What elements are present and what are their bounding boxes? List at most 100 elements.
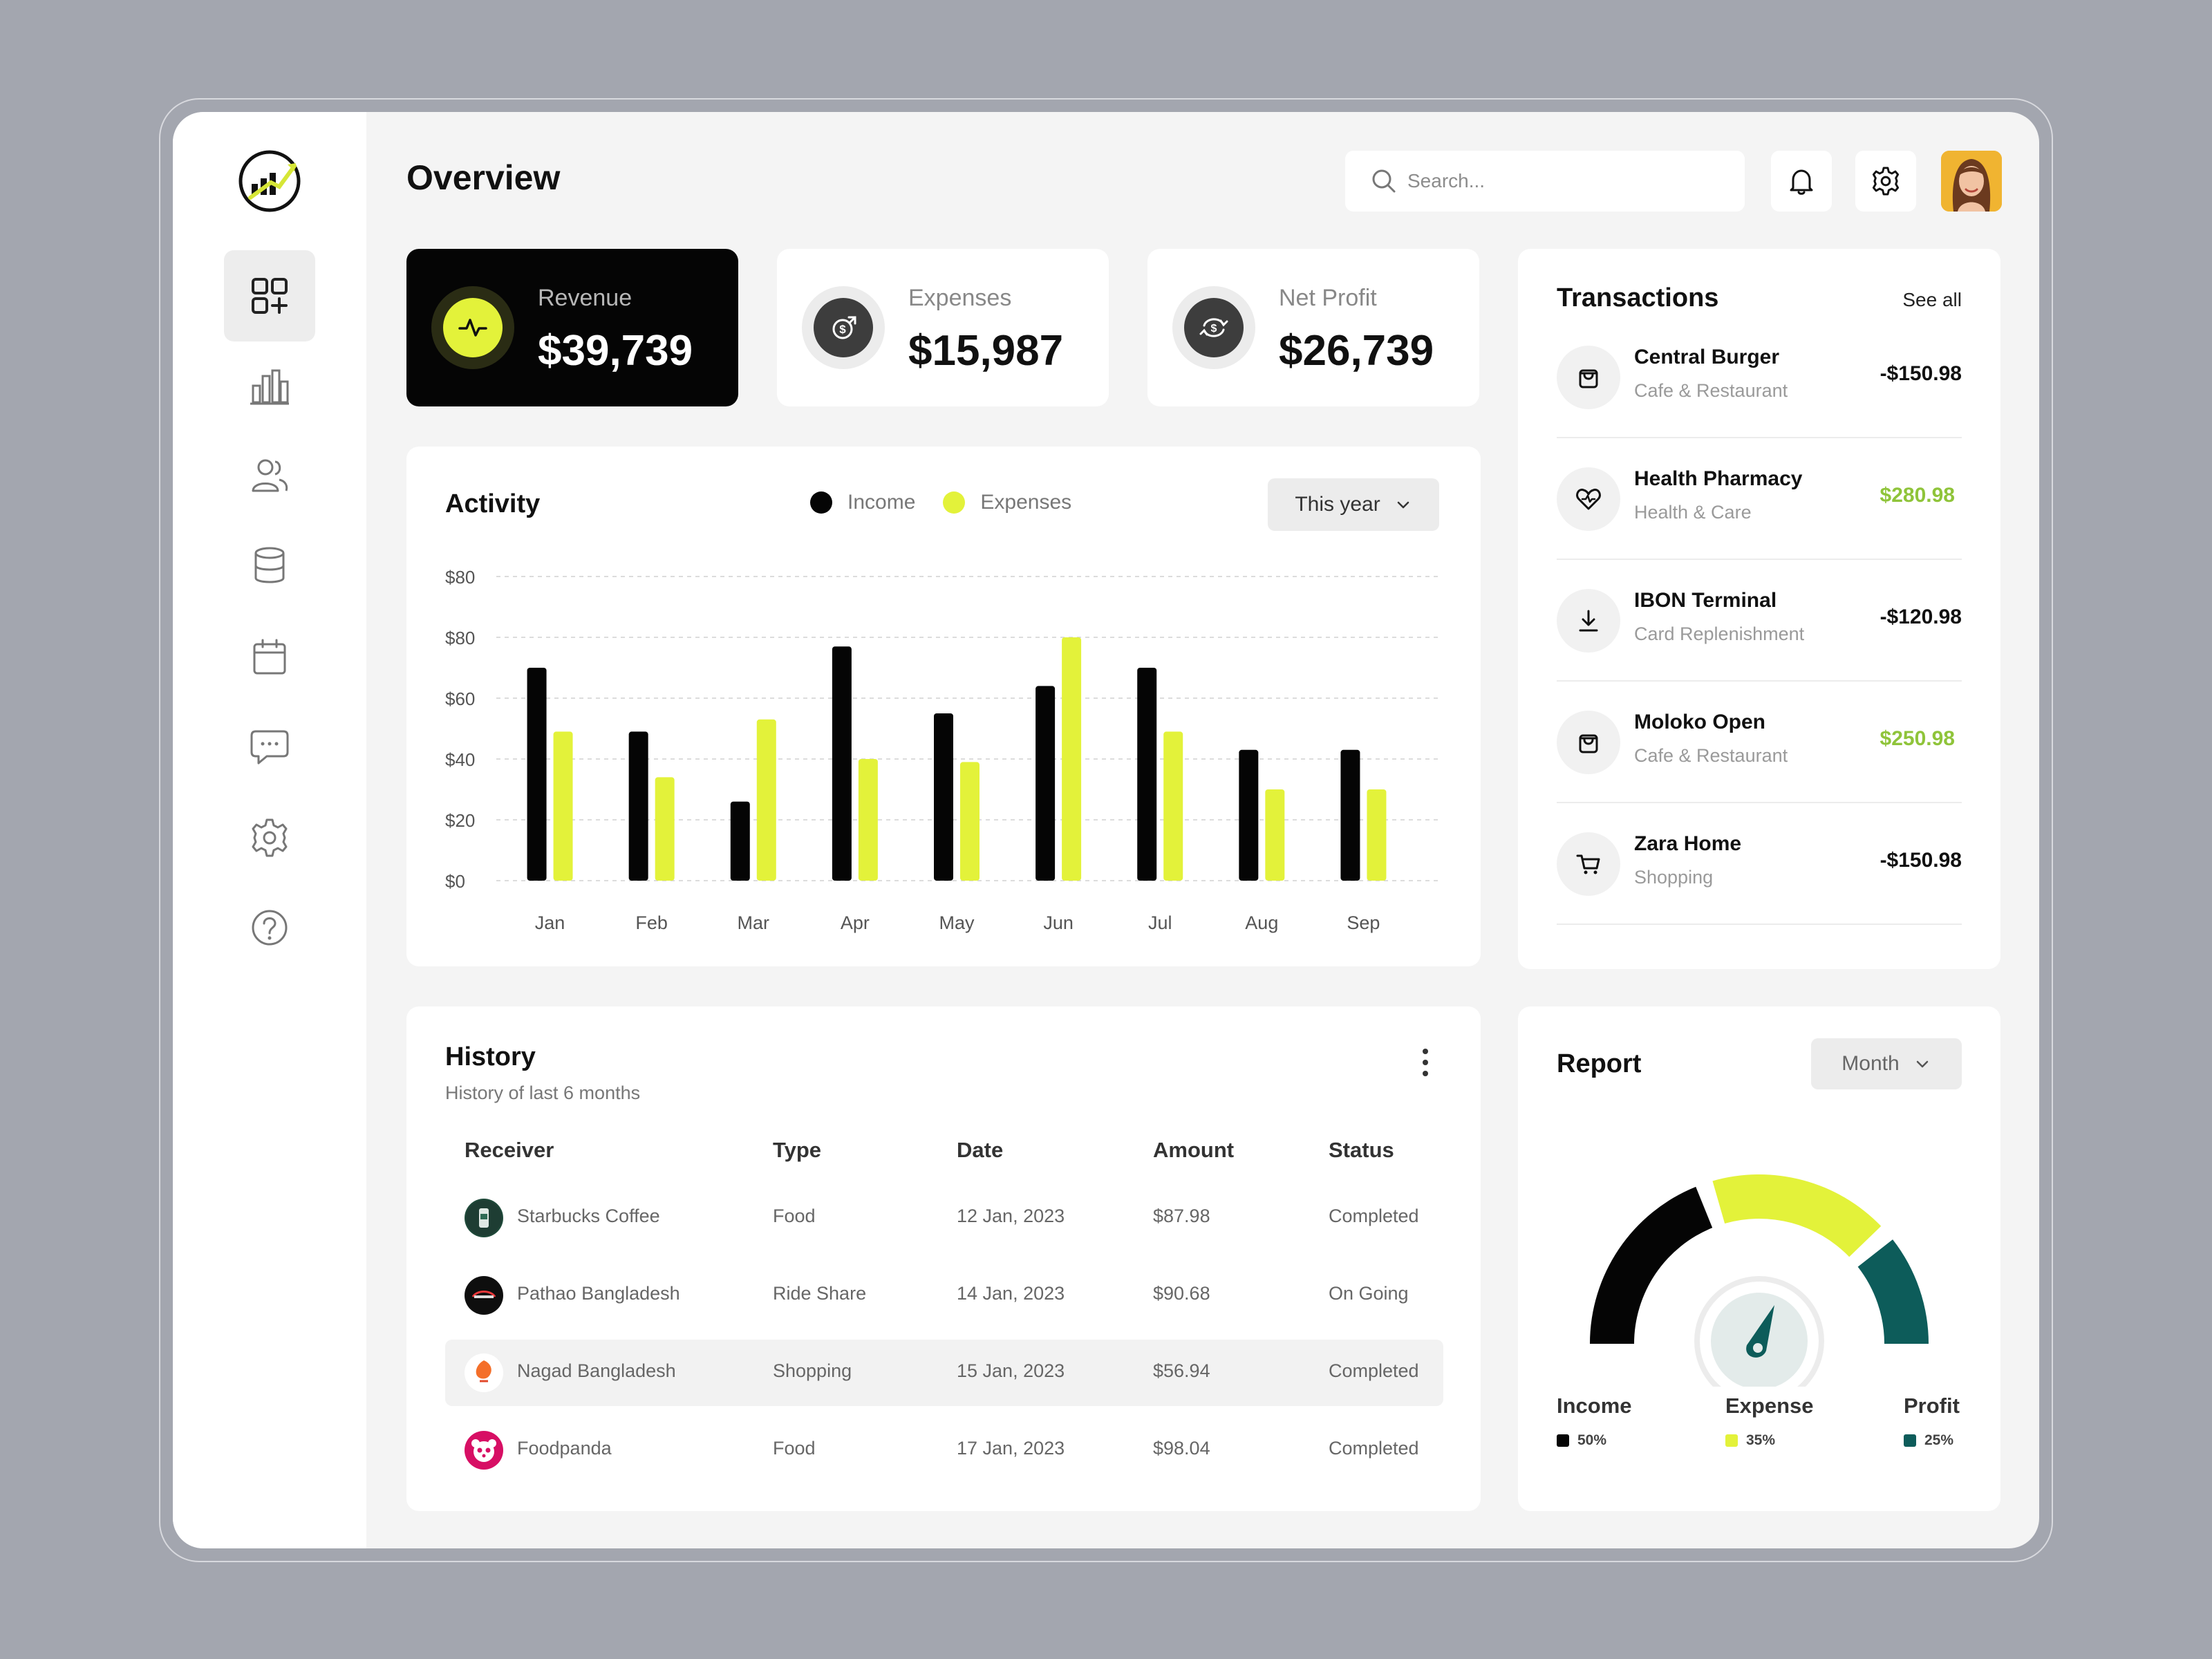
- gauge-segment-profit[interactable]: [1857, 1239, 1929, 1344]
- activity-title: Activity: [445, 489, 541, 518]
- bar-expenses-apr[interactable]: [858, 759, 878, 881]
- column-header-amount[interactable]: Amount: [1153, 1138, 1235, 1162]
- bar-income-feb[interactable]: [628, 731, 648, 881]
- transaction-row[interactable]: Health Pharmacy Health & Care $280.98: [1557, 438, 1962, 560]
- search-input[interactable]: [1407, 170, 1725, 192]
- legend-income: Income: [810, 491, 915, 514]
- report-legend-expense: Expense 35%: [1725, 1394, 1814, 1448]
- page-title: Overview: [406, 158, 561, 197]
- table-row[interactable]: Pathao Bangladesh Ride Share 14 Jan, 202…: [445, 1262, 1443, 1329]
- activity-period-dropdown[interactable]: This year: [1268, 478, 1439, 531]
- revenue-card[interactable]: Revenue $39,739: [406, 249, 738, 406]
- bar-expenses-jan[interactable]: [553, 731, 573, 881]
- nav-help[interactable]: [224, 882, 315, 973]
- bar-expenses-sep[interactable]: [1367, 789, 1387, 881]
- column-header-type[interactable]: Type: [773, 1138, 822, 1162]
- table-row[interactable]: Nagad Bangladesh Shopping 15 Jan, 2023 $…: [445, 1340, 1443, 1406]
- bar-expenses-feb[interactable]: [655, 777, 675, 881]
- bar-expenses-jul[interactable]: [1163, 731, 1183, 881]
- chevron-down-icon: [1397, 501, 1409, 509]
- type-cell: Ride Share: [773, 1283, 867, 1304]
- transaction-amount: $250.98: [1880, 727, 1955, 750]
- transaction-name: Moloko Open: [1634, 711, 1765, 733]
- revenue-value: $39,739: [538, 327, 693, 375]
- bar-income-jul[interactable]: [1137, 668, 1157, 881]
- net-profit-value: $26,739: [1279, 327, 1434, 375]
- type-cell: Food: [773, 1206, 816, 1226]
- amount-cell: $98.04: [1153, 1438, 1210, 1459]
- nagad-logo-icon: [465, 1353, 503, 1392]
- svg-text:$: $: [1211, 323, 1217, 335]
- report-gauge-chart: [1590, 1174, 1929, 1387]
- bar-income-may[interactable]: [934, 713, 953, 881]
- avatar[interactable]: [1941, 151, 2002, 212]
- bar-income-jun[interactable]: [1035, 686, 1056, 881]
- see-all-link[interactable]: See all: [1902, 289, 1962, 310]
- table-row[interactable]: Foodpanda Food 17 Jan, 2023 $98.04 Compl…: [445, 1417, 1443, 1483]
- transaction-row[interactable]: IBON Terminal Card Replenishment -$120.9…: [1557, 560, 1962, 682]
- nav-messages[interactable]: [224, 701, 315, 792]
- report-period-dropdown[interactable]: Month: [1811, 1038, 1962, 1089]
- column-header-status[interactable]: Status: [1329, 1138, 1394, 1162]
- activity-card: Activity Income Expenses This year $0 $20…: [406, 447, 1481, 966]
- expenses-card[interactable]: $ Expenses $15,987: [777, 249, 1109, 406]
- gauge-needle-dot: [1753, 1343, 1763, 1353]
- more-options-icon[interactable]: [1418, 1047, 1432, 1078]
- bar-expenses-may[interactable]: [960, 762, 980, 881]
- nav-users[interactable]: [224, 430, 315, 521]
- transaction-category: Card Replenishment: [1634, 624, 1805, 644]
- bar-expenses-mar[interactable]: [756, 719, 776, 881]
- foodpanda-logo-icon: [465, 1431, 503, 1470]
- bar-expenses-jun[interactable]: [1062, 637, 1082, 881]
- bar-expenses-aug[interactable]: [1265, 789, 1285, 881]
- bar-income-sep[interactable]: [1340, 749, 1360, 881]
- bar-income-mar[interactable]: [730, 801, 750, 881]
- brand-logo-icon[interactable]: [236, 148, 303, 214]
- column-header-receiver[interactable]: Receiver: [465, 1138, 554, 1162]
- bar-income-apr[interactable]: [832, 646, 852, 881]
- nav-database[interactable]: [224, 520, 315, 611]
- x-tick-label: Jan: [535, 912, 565, 933]
- bar-income-jan[interactable]: [527, 668, 547, 881]
- transaction-row[interactable]: Moloko Open Cafe & Restaurant $250.98: [1557, 682, 1962, 803]
- x-tick-label: Jul: [1148, 912, 1172, 933]
- transactions-card: Transactions See all Central Burger Cafe…: [1518, 249, 2000, 969]
- legend-expenses: Expenses: [943, 491, 1071, 514]
- history-subtitle: History of last 6 months: [445, 1082, 641, 1103]
- nav-calendar[interactable]: [224, 611, 315, 702]
- database-icon: [254, 547, 285, 583]
- search-box[interactable]: [1345, 151, 1745, 212]
- y-tick-label: $0: [445, 871, 465, 892]
- heart-pulse-icon: [1576, 488, 1601, 510]
- transaction-row[interactable]: Central Burger Cafe & Restaurant -$150.9…: [1557, 317, 1962, 438]
- gauge-segment-expense[interactable]: [1712, 1174, 1882, 1257]
- nav-dashboard[interactable]: [224, 250, 315, 341]
- receiver-name: Pathao Bangladesh: [517, 1283, 680, 1304]
- y-tick-label: $20: [445, 810, 475, 831]
- receiver-name: Foodpanda: [517, 1438, 612, 1459]
- column-header-date[interactable]: Date: [957, 1138, 1004, 1162]
- settings-button[interactable]: [1855, 151, 1916, 212]
- nav-settings[interactable]: [224, 792, 315, 883]
- gauge-segment-income[interactable]: [1590, 1186, 1713, 1344]
- nav-analytics[interactable]: [224, 340, 315, 431]
- gear-icon: [1872, 167, 1900, 196]
- bar-income-aug[interactable]: [1239, 749, 1259, 881]
- cart-icon: [1576, 854, 1600, 874]
- calendar-icon: [253, 639, 286, 675]
- transaction-name: Zara Home: [1634, 832, 1742, 855]
- history-card: History History of last 6 months Receive…: [406, 1006, 1481, 1511]
- pulse-icon: [458, 319, 487, 337]
- x-tick-label: Mar: [738, 912, 770, 933]
- report-legend-profit: Profit 25%: [1904, 1394, 1960, 1448]
- transaction-row[interactable]: Zara Home Shopping -$150.98: [1557, 803, 1962, 925]
- transaction-category: Health & Care: [1634, 502, 1752, 523]
- date-cell: 12 Jan, 2023: [957, 1206, 1065, 1226]
- dashboard-grid-icon: [252, 278, 288, 314]
- bar-chart-icon: [250, 369, 289, 405]
- net-profit-card[interactable]: $ Net Profit $26,739: [1147, 249, 1479, 406]
- status-cell: On Going: [1329, 1283, 1409, 1304]
- table-row[interactable]: Starbucks Coffee Food 12 Jan, 2023 $87.9…: [445, 1185, 1443, 1251]
- history-title: History: [445, 1042, 536, 1071]
- notifications-button[interactable]: [1771, 151, 1832, 212]
